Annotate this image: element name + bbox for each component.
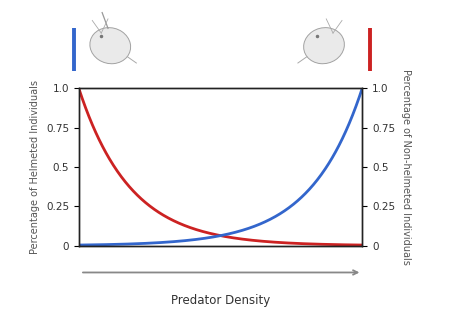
Ellipse shape [90, 28, 130, 64]
Y-axis label: Percentage of Helmeted Individuals: Percentage of Helmeted Individuals [30, 80, 40, 254]
Y-axis label: Percentage of Non-helmeted Individuals: Percentage of Non-helmeted Individuals [400, 69, 411, 265]
Text: Predator Density: Predator Density [171, 294, 270, 307]
Ellipse shape [304, 28, 344, 64]
